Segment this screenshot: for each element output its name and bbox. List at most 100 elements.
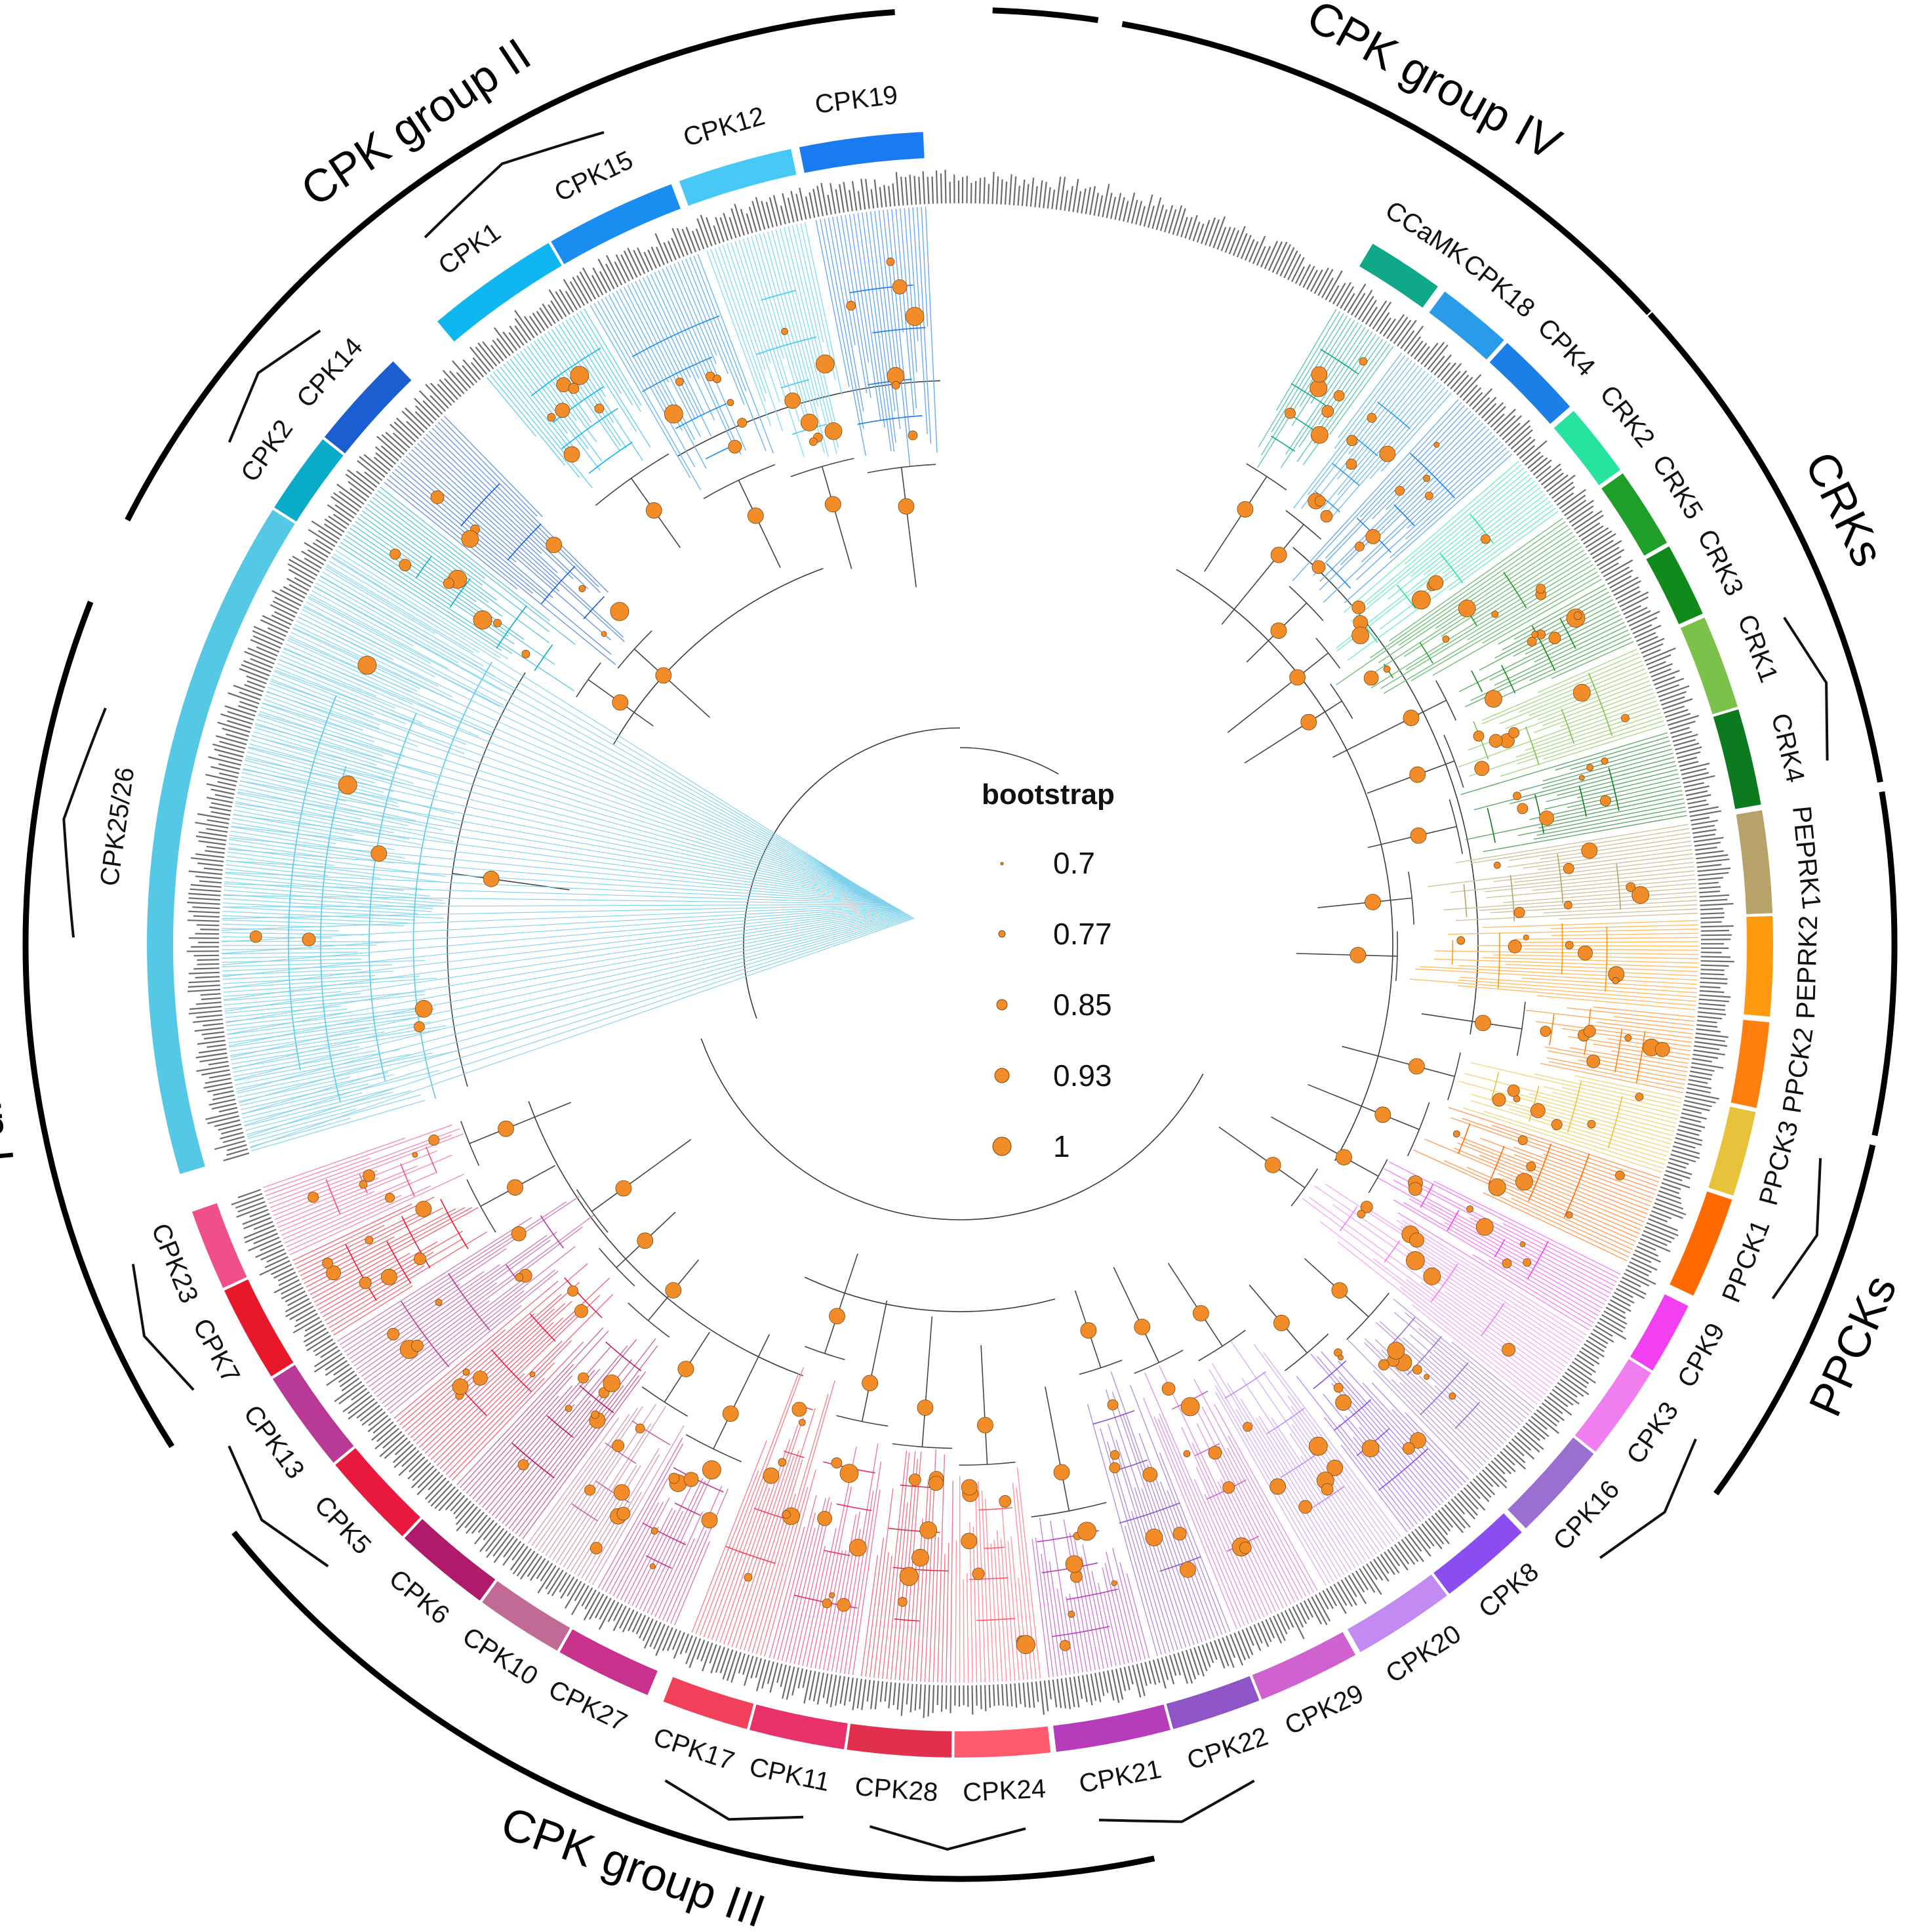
bootstrap-point [591, 1410, 599, 1419]
bootstrap-point [1475, 1015, 1491, 1032]
clade-subnodes-crk3 [1471, 618, 1576, 694]
bootstrap-point [1507, 1084, 1520, 1097]
bootstrap-point [1539, 811, 1555, 826]
bootstrap-point [568, 382, 580, 394]
legend-marker-4 [992, 1137, 1012, 1156]
bootstrap-point [1335, 1394, 1352, 1411]
bootstrap-point [701, 1512, 718, 1529]
bootstrap-point [1379, 445, 1396, 462]
tip-label-band [186, 169, 1734, 1718]
group-arc-cpk-group-iv [1121, 21, 1651, 315]
bootstrap-point [908, 430, 918, 441]
bootstrap-point [1365, 529, 1381, 544]
bootstrap-point [1311, 560, 1326, 574]
bootstrap-point [1515, 1173, 1533, 1191]
bootstrap-point [1581, 842, 1598, 859]
clade-band-cpk14 [324, 361, 412, 454]
clade-branches-cpk8 [1296, 1351, 1470, 1533]
bootstrap-point [357, 656, 377, 675]
bootstrap-point [363, 1169, 375, 1182]
bootstrap-point [1473, 731, 1485, 742]
clade-stem-peprk2 [1296, 953, 1397, 957]
clade-branches-cpk6 [456, 1327, 658, 1540]
bootstrap-point [911, 1548, 929, 1567]
bootstrap-point [897, 1597, 908, 1607]
paralog-brace [1783, 616, 1829, 761]
clade-root-arc-cpk1 [595, 453, 670, 506]
clade-stem-cpk17 [824, 1253, 858, 1354]
clade-band-cpk8 [1433, 1513, 1522, 1594]
clade-subnodes-ccamk [1270, 348, 1359, 452]
clade-band-cpk12 [679, 149, 797, 206]
bootstrap-point [782, 1510, 791, 1519]
clade-subnodes-cpk24 [969, 1507, 1016, 1621]
clade-band-cpk9 [1630, 1294, 1689, 1371]
clade-band-ccamk [1359, 243, 1438, 308]
bootstrap-point [1548, 632, 1561, 645]
bootstrap-point [898, 498, 915, 515]
bootstrap-point [555, 403, 570, 418]
bootstrap-point [1531, 631, 1539, 638]
bootstrap-point [603, 1374, 621, 1392]
bootstrap-point [1016, 1635, 1035, 1655]
bootstrap-point [831, 1457, 843, 1469]
bootstrap-point [511, 1226, 527, 1241]
bootstrap-point [302, 933, 316, 946]
bootstrap-point [1314, 495, 1326, 507]
clade-band-cpk10 [482, 1580, 570, 1651]
bootstrap-point [1273, 1314, 1290, 1331]
clade-band-peprk2 [1744, 916, 1773, 1017]
bootstrap-point [961, 1533, 978, 1550]
bootstrap-point [824, 496, 841, 513]
bootstrap-point [1172, 1527, 1187, 1540]
bootstrap-point [1485, 690, 1502, 708]
group-arc-crks [1647, 312, 1883, 783]
clade-band-crk3 [1646, 546, 1703, 624]
bootstrap-point [517, 1459, 529, 1470]
bootstrap-point [1480, 534, 1490, 544]
clade-stem-crk2 [1227, 653, 1329, 733]
clade-label-cpk28: CPK28 [854, 1772, 939, 1807]
bootstrap-point [411, 1339, 424, 1352]
clade-stem-cpk13 [591, 1138, 692, 1212]
bootstrap-point [380, 1268, 397, 1285]
clade-stem-cpk21 [1045, 1386, 1070, 1512]
clade-stem-crk5 [1244, 700, 1342, 764]
clade-branches-crk2 [1336, 460, 1559, 661]
clade-subnodes-cpk25-26 [288, 662, 492, 1102]
clade-subnodes-cpk6 [511, 1341, 642, 1479]
clade-band-ppck3 [1708, 1106, 1756, 1196]
bootstrap-point [1080, 1322, 1097, 1339]
bootstrap-point [722, 1405, 739, 1422]
paralog-brace [228, 1445, 329, 1567]
bootstrap-point [649, 1563, 656, 1569]
bootstrap-point [1402, 1442, 1415, 1455]
clade-band-cpk3 [1574, 1359, 1651, 1452]
bootstrap-point [1551, 1119, 1563, 1131]
backbone-arc [743, 727, 961, 1019]
bootstrap-point [529, 1371, 536, 1378]
bootstrap-point [428, 1135, 440, 1146]
bootstrap-point [578, 585, 586, 592]
bootstrap-point [326, 1265, 341, 1281]
bootstrap-legend: bootstrap 0.7 0.77 0.85 0.93 1 [982, 778, 1115, 1163]
legend-label-1: 0.77 [1053, 917, 1112, 951]
bootstrap-point [1311, 366, 1328, 383]
bootstrap-point [1635, 1093, 1644, 1101]
bootstrap-point [1331, 1282, 1348, 1298]
clade-root-arc-ppck3 [1447, 1052, 1461, 1100]
legend-label-0: 0.7 [1053, 846, 1095, 880]
bootstrap-point [1134, 1319, 1151, 1335]
bootstrap-point [1583, 1025, 1596, 1037]
bootstrap-point [781, 327, 788, 335]
clade-stem-cpk12 [821, 466, 852, 569]
bootstrap-point [1424, 1374, 1430, 1380]
bootstrap-point [399, 559, 412, 571]
clade-stem-ppck2 [1421, 1013, 1522, 1030]
bootstrap-point [1411, 590, 1431, 610]
clade-subnodes-cpk15 [631, 315, 733, 460]
bootstrap-point [728, 439, 742, 454]
clade-stem-cpk28 [921, 1316, 933, 1447]
bootstrap-point [601, 631, 607, 637]
bootstrap-point [1208, 1445, 1222, 1460]
